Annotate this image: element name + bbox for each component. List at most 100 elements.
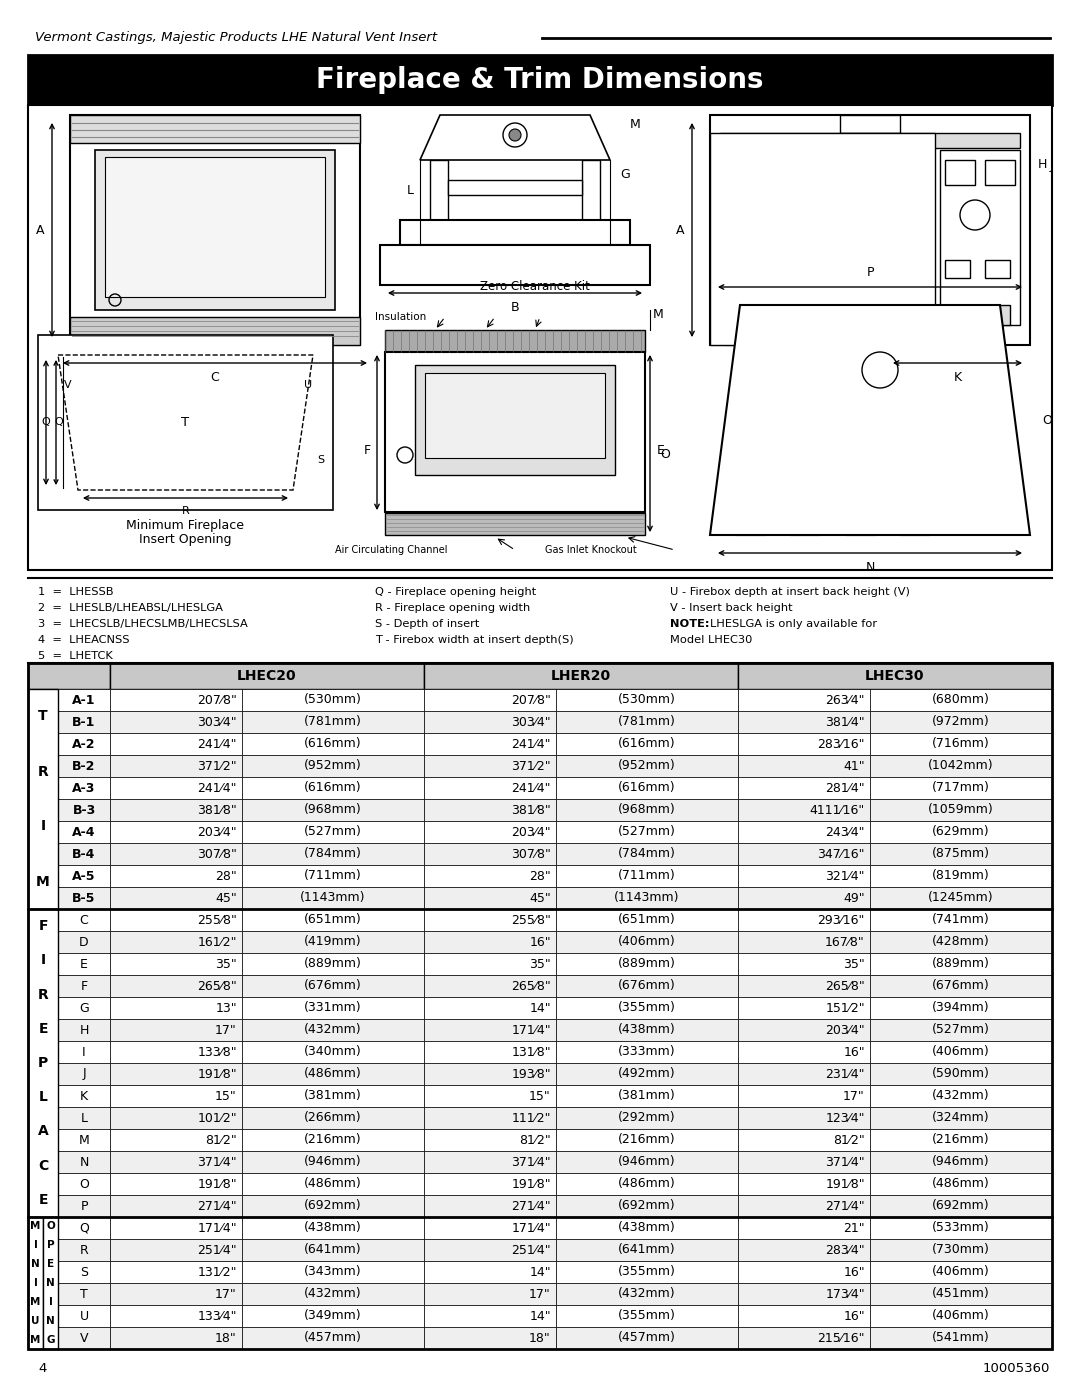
Text: T: T <box>181 415 189 429</box>
Text: R - Fireplace opening width: R - Fireplace opening width <box>375 604 530 613</box>
Text: 16": 16" <box>843 1045 865 1059</box>
Text: (438mm): (438mm) <box>618 1221 676 1235</box>
Bar <box>110 1261 242 1282</box>
Bar <box>738 1063 869 1085</box>
Text: 151⁄2": 151⁄2" <box>825 1002 865 1014</box>
Bar <box>424 821 556 842</box>
Text: 4: 4 <box>38 1362 46 1376</box>
Bar <box>738 842 869 865</box>
Bar <box>424 1239 556 1261</box>
Bar <box>424 1282 556 1305</box>
Bar <box>556 1129 738 1151</box>
Bar <box>380 244 650 285</box>
Text: (952mm): (952mm) <box>305 760 362 773</box>
Bar <box>424 1063 556 1085</box>
Bar <box>58 1305 110 1327</box>
Text: 4111⁄16": 4111⁄16" <box>810 803 865 816</box>
Bar <box>58 909 110 930</box>
Bar <box>869 777 1052 799</box>
Text: (968mm): (968mm) <box>305 803 362 816</box>
Bar <box>58 1261 110 1282</box>
Bar <box>58 1041 110 1063</box>
Text: 15": 15" <box>215 1090 237 1102</box>
Bar <box>424 1217 556 1239</box>
Text: (457mm): (457mm) <box>303 1331 362 1344</box>
Text: (730mm): (730mm) <box>932 1243 990 1256</box>
Text: 283⁄4": 283⁄4" <box>825 1243 865 1256</box>
Bar <box>424 711 556 733</box>
Text: (629mm): (629mm) <box>932 826 989 838</box>
Bar <box>95 149 335 310</box>
Bar <box>424 1041 556 1063</box>
Bar <box>869 821 1052 842</box>
Bar <box>424 1261 556 1282</box>
Text: M: M <box>30 1334 41 1344</box>
Text: (781mm): (781mm) <box>303 715 362 728</box>
Text: I: I <box>40 820 45 834</box>
Bar <box>58 1151 110 1173</box>
Text: F: F <box>80 979 87 992</box>
Text: 28": 28" <box>215 869 237 883</box>
Bar <box>869 711 1052 733</box>
Bar <box>738 754 869 777</box>
Bar <box>110 1018 242 1041</box>
Text: (692mm): (692mm) <box>618 1200 676 1213</box>
Bar <box>900 517 930 535</box>
Bar <box>424 733 556 754</box>
Bar <box>738 1239 869 1261</box>
Bar <box>58 953 110 975</box>
Text: (394mm): (394mm) <box>932 1002 989 1014</box>
Bar <box>582 161 600 219</box>
Bar <box>556 821 738 842</box>
Text: (355mm): (355mm) <box>618 1002 676 1014</box>
Bar <box>242 1239 424 1261</box>
Text: V - Insert back height: V - Insert back height <box>670 604 793 613</box>
Text: 307⁄8": 307⁄8" <box>511 848 551 861</box>
Text: (492mm): (492mm) <box>618 1067 676 1080</box>
Text: (889mm): (889mm) <box>303 957 362 971</box>
Text: J: J <box>1050 158 1054 172</box>
Bar <box>556 842 738 865</box>
Bar <box>43 1217 58 1350</box>
Bar <box>28 689 58 909</box>
Bar <box>840 115 900 133</box>
Text: P: P <box>46 1241 54 1250</box>
Text: (1245mm): (1245mm) <box>928 891 994 904</box>
Text: (711mm): (711mm) <box>305 869 362 883</box>
Text: (1042mm): (1042mm) <box>928 760 994 773</box>
Bar <box>58 930 110 953</box>
Bar <box>738 1106 869 1129</box>
Text: L: L <box>406 183 414 197</box>
Text: 133⁄8": 133⁄8" <box>198 1045 237 1059</box>
Text: B-5: B-5 <box>72 891 96 904</box>
Text: (349mm): (349mm) <box>305 1309 362 1323</box>
Text: 16": 16" <box>843 1266 865 1278</box>
Text: 265⁄8": 265⁄8" <box>511 979 551 992</box>
Text: 171⁄4": 171⁄4" <box>198 1221 237 1235</box>
Bar <box>448 180 582 196</box>
Text: (406mm): (406mm) <box>932 1309 989 1323</box>
Bar <box>426 373 605 458</box>
Bar <box>424 930 556 953</box>
Bar <box>58 777 110 799</box>
Bar <box>58 1173 110 1194</box>
Text: 207⁄8": 207⁄8" <box>197 693 237 707</box>
Bar <box>58 887 110 909</box>
Bar <box>58 1129 110 1151</box>
Bar <box>424 799 556 821</box>
Text: I: I <box>956 75 959 89</box>
Bar <box>110 930 242 953</box>
Text: L: L <box>39 1090 48 1104</box>
Bar <box>869 1173 1052 1194</box>
Bar <box>556 1194 738 1217</box>
Bar <box>556 887 738 909</box>
Bar <box>869 1106 1052 1129</box>
Text: (527mm): (527mm) <box>932 1024 990 1037</box>
Text: A-2: A-2 <box>72 738 96 750</box>
Text: 18": 18" <box>529 1331 551 1344</box>
Text: 131⁄2": 131⁄2" <box>198 1266 237 1278</box>
Text: 3  =  LHECSLB/LHECSLMB/LHECSLSA: 3 = LHECSLB/LHECSLMB/LHECSLSA <box>38 619 247 629</box>
Bar <box>242 799 424 821</box>
Bar <box>869 1085 1052 1106</box>
Bar <box>738 930 869 953</box>
